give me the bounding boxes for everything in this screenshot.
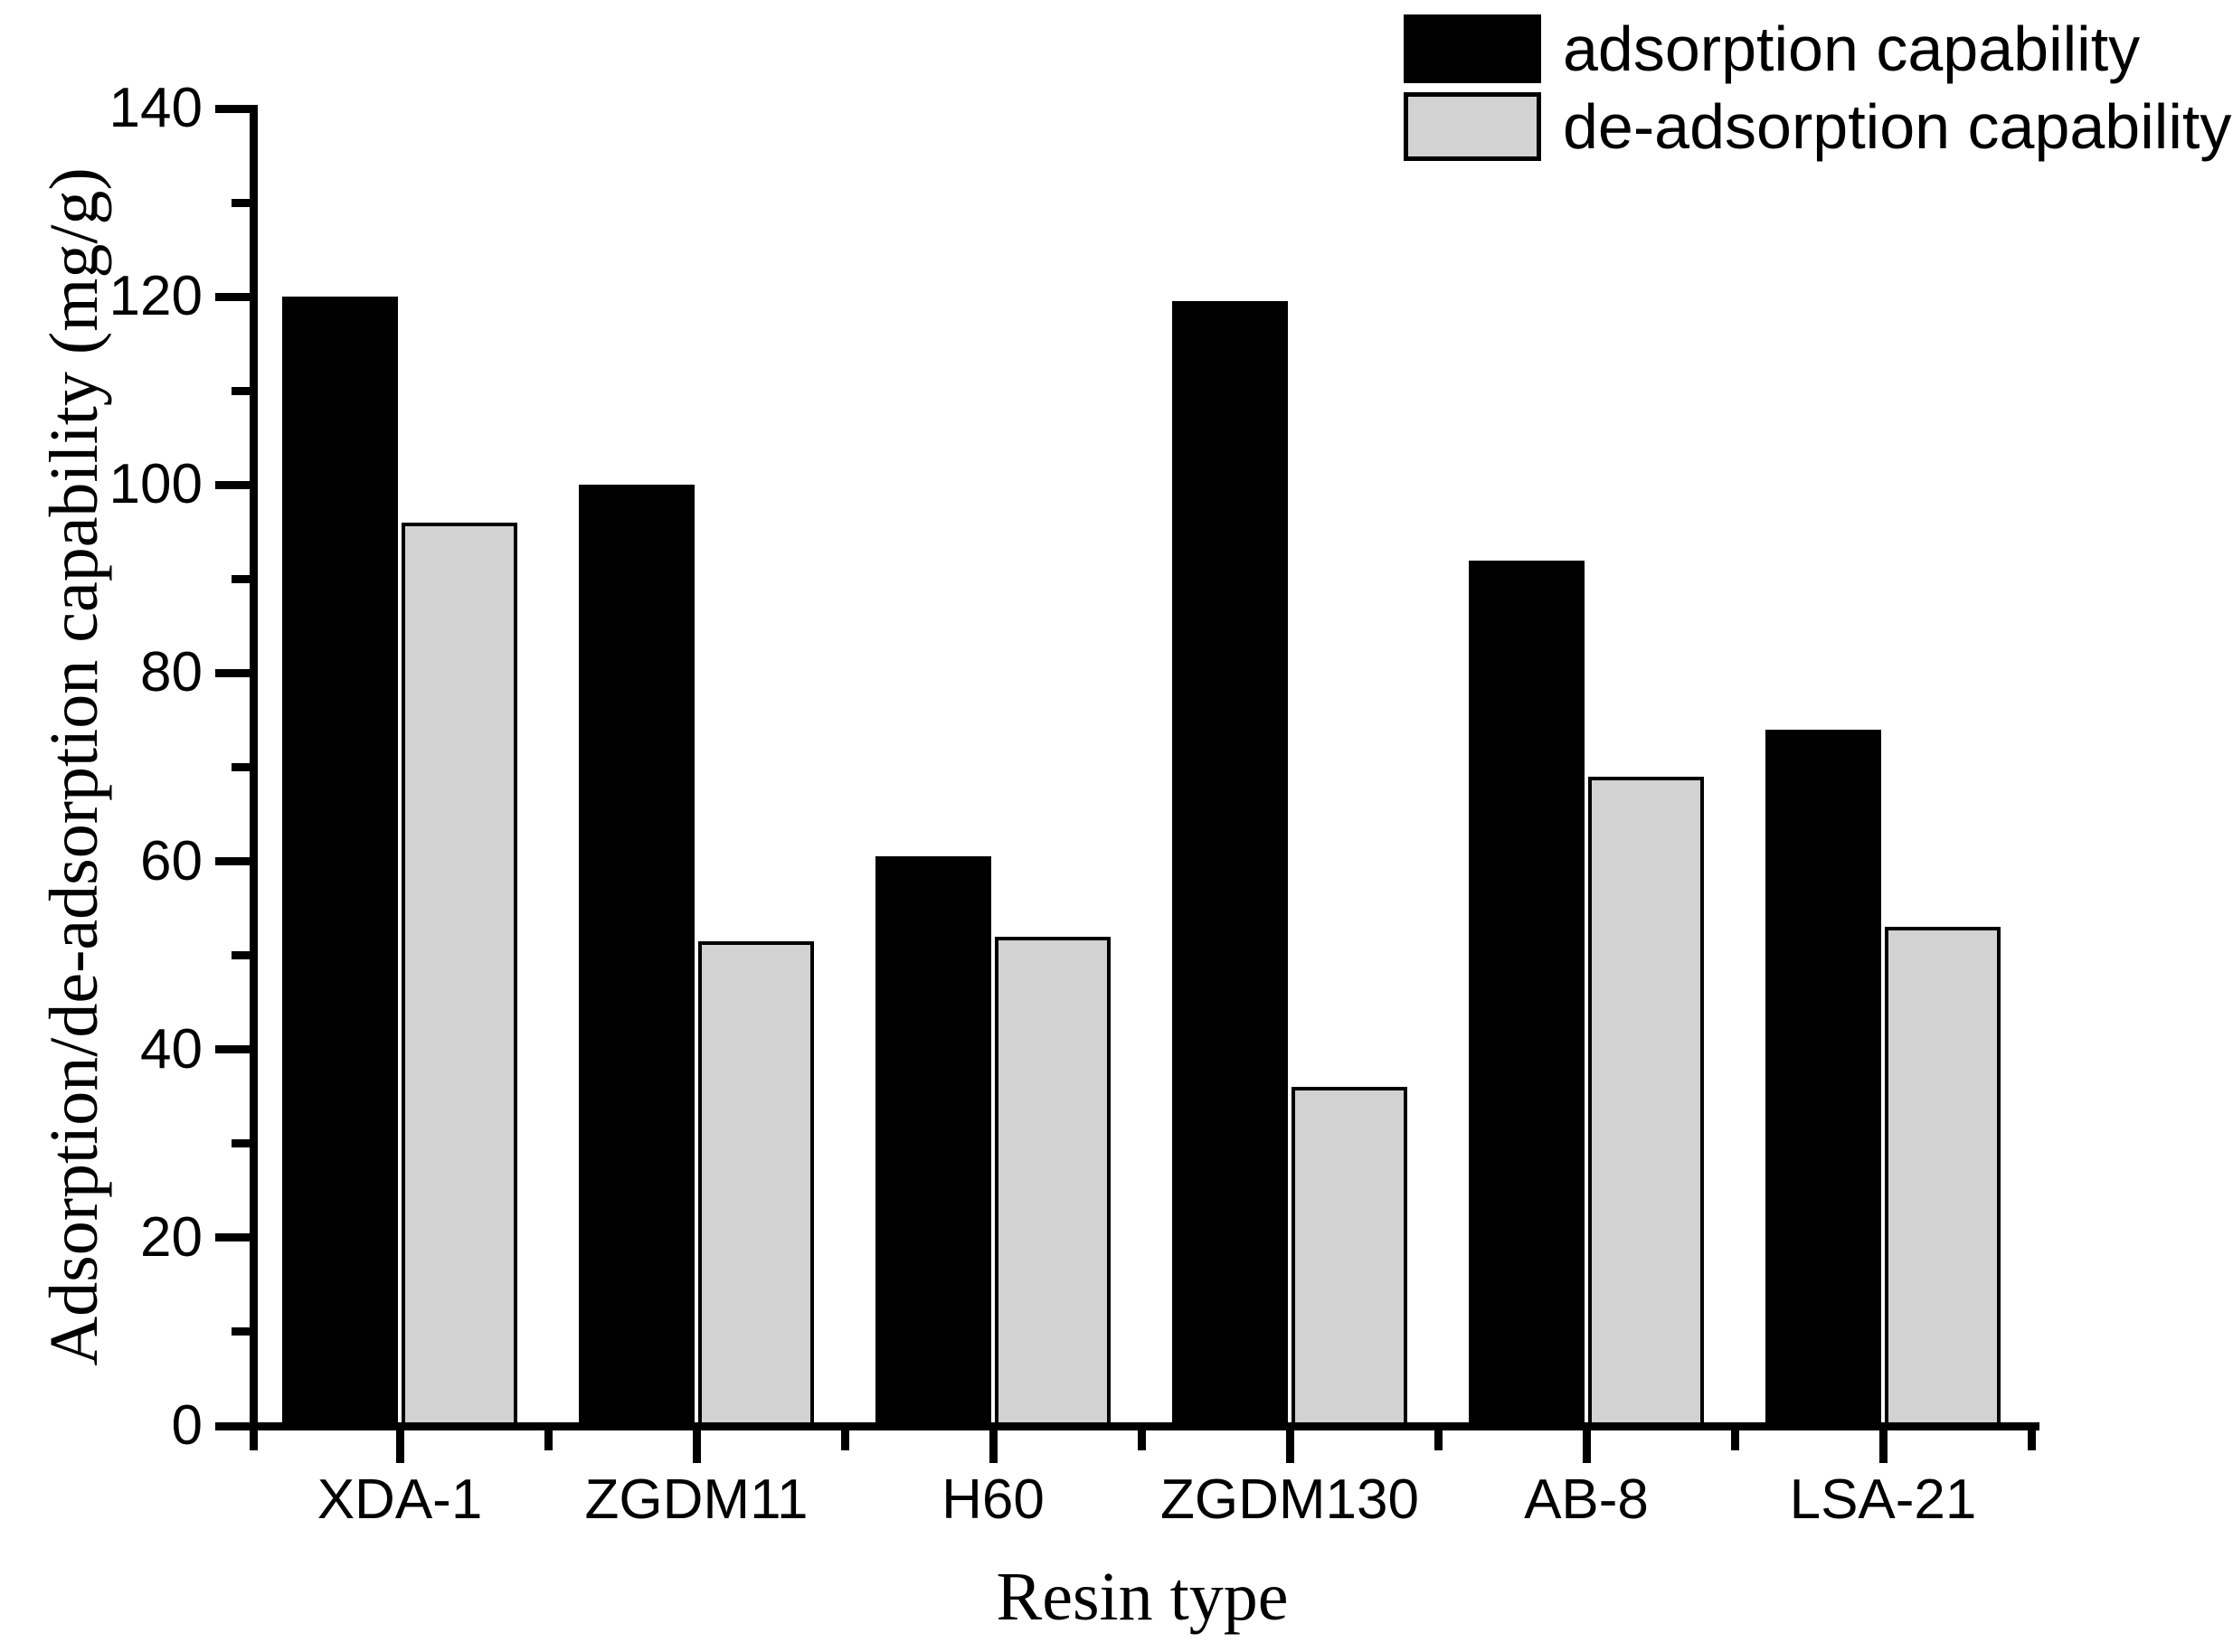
x-minor-tick	[841, 1430, 849, 1450]
x-axis-title: Resin type	[996, 1559, 1289, 1635]
legend-entry-adsorption: adsorption capability	[1404, 14, 2231, 83]
y-tick-label: 60	[140, 830, 203, 892]
bar-de-adsorption-capability-LSA-21	[1885, 927, 2001, 1426]
x-minor-tick	[1434, 1430, 1443, 1450]
y-tick-label: 140	[109, 77, 203, 139]
bar-adsorption-capability-ZGDM130	[1172, 301, 1288, 1426]
x-minor-tick	[250, 1430, 258, 1450]
bar-de-adsorption-capability-AB-8	[1588, 777, 1704, 1426]
y-minor-tick	[232, 575, 250, 583]
x-category-label: ZGDM11	[584, 1468, 809, 1531]
bar-adsorption-capability-LSA-21	[1765, 730, 1881, 1426]
x-category-label: LSA-21	[1789, 1468, 1977, 1531]
y-tick-label: 0	[171, 1394, 203, 1457]
y-minor-tick	[232, 951, 250, 959]
bar-de-adsorption-capability-ZGDM130	[1292, 1087, 1407, 1426]
y-tick-label: 120	[109, 265, 203, 327]
x-minor-tick	[544, 1430, 553, 1450]
y-major-tick	[215, 293, 250, 301]
bar-adsorption-capability-ZGDM11	[579, 485, 695, 1426]
bar-adsorption-capability-XDA-1	[282, 297, 398, 1426]
bar-adsorption-capability-H60	[875, 856, 991, 1426]
bar-de-adsorption-capability-XDA-1	[402, 523, 517, 1426]
legend-label-adsorption: adsorption capability	[1563, 14, 2141, 84]
y-axis-line	[250, 105, 258, 1430]
y-minor-tick	[232, 199, 250, 207]
x-minor-tick	[2028, 1430, 2036, 1450]
x-major-tick	[1286, 1430, 1294, 1463]
y-minor-tick	[232, 763, 250, 771]
y-tick-label: 80	[140, 641, 203, 703]
x-category-label: AB-8	[1524, 1468, 1649, 1531]
x-major-tick	[1583, 1430, 1591, 1463]
legend-swatch-de-adsorption	[1404, 92, 1541, 161]
y-minor-tick	[232, 1139, 250, 1147]
y-major-tick	[215, 105, 250, 113]
y-tick-label: 40	[140, 1018, 203, 1081]
y-minor-tick	[232, 1327, 250, 1336]
bar-adsorption-capability-AB-8	[1469, 561, 1585, 1426]
y-major-tick	[215, 1422, 250, 1430]
x-minor-tick	[1138, 1430, 1146, 1450]
y-minor-tick	[232, 387, 250, 395]
x-category-label: XDA-1	[317, 1468, 483, 1531]
y-major-tick	[215, 1045, 250, 1053]
legend: adsorption capability de-adsorption capa…	[1404, 14, 2231, 170]
x-major-tick	[1879, 1430, 1888, 1463]
x-minor-tick	[1731, 1430, 1739, 1450]
y-major-tick	[215, 669, 250, 677]
x-axis-line	[250, 1422, 2039, 1430]
bar-de-adsorption-capability-H60	[995, 937, 1111, 1426]
legend-swatch-adsorption	[1404, 14, 1541, 83]
y-major-tick	[215, 857, 250, 865]
bar-de-adsorption-capability-ZGDM11	[698, 941, 814, 1426]
y-tick-label: 100	[109, 453, 203, 515]
y-major-tick	[215, 481, 250, 489]
y-tick-label: 20	[140, 1206, 203, 1269]
legend-label-de-adsorption: de-adsorption capability	[1563, 91, 2232, 162]
x-major-tick	[693, 1430, 701, 1463]
y-major-tick	[215, 1233, 250, 1241]
x-category-label: ZGDM130	[1160, 1468, 1419, 1531]
x-major-tick	[989, 1430, 998, 1463]
legend-entry-de-adsorption: de-adsorption capability	[1404, 92, 2231, 161]
x-category-label: H60	[941, 1468, 1045, 1531]
x-major-tick	[396, 1430, 404, 1463]
